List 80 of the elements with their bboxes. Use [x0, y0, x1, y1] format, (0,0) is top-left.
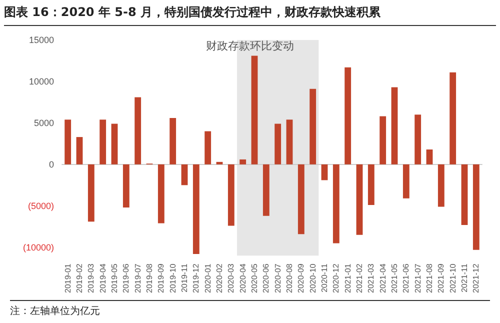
bar [286, 120, 293, 164]
bar [438, 164, 444, 207]
x-tick-label: 2021-03 [366, 263, 376, 293]
x-tick-label: 2020-06 [262, 263, 271, 293]
x-tick-label: 2019-01 [63, 263, 72, 293]
y-tick-label: 0 [48, 159, 54, 170]
bar [111, 124, 118, 164]
x-tick-label: 2021-09 [436, 263, 446, 293]
bar [192, 164, 200, 254]
x-tick-label: 2019-08 [145, 263, 154, 293]
bar [170, 118, 176, 164]
bar [64, 120, 72, 164]
x-tick-label: 2021-01 [343, 263, 352, 293]
y-tick-label: (5000) [28, 200, 54, 211]
x-tick-label: 2021-08 [425, 263, 434, 293]
bar [228, 164, 234, 226]
x-tick-label: 2020-03 [226, 263, 236, 293]
bar [298, 164, 304, 234]
y-tick-label: (10000) [22, 242, 54, 252]
bar [321, 164, 328, 180]
bar [76, 137, 83, 164]
y-tick-label: 15000 [28, 35, 54, 45]
bar [134, 97, 142, 164]
x-tick-label: 2019-09 [156, 263, 166, 293]
x-tick-label: 2020-07 [273, 263, 282, 293]
x-tick-label: 2020-09 [296, 263, 306, 293]
x-tick-label: 2019-06 [122, 263, 131, 293]
x-tick-label: 2020-04 [238, 263, 248, 293]
bar [310, 88, 316, 164]
bar [262, 164, 270, 216]
bar [472, 164, 480, 250]
y-tick-label: 5000 [34, 118, 54, 128]
bar [274, 124, 282, 164]
bar [88, 164, 94, 222]
bar [216, 162, 223, 164]
bar [100, 120, 106, 164]
x-tick-label: 2021-04 [378, 263, 388, 293]
x-tick-label: 2021-10 [448, 263, 458, 293]
x-tick-label: 2019-02 [75, 263, 84, 293]
x-tick-label: 2021-11 [460, 263, 469, 292]
x-tick-label: 2019-12 [192, 263, 201, 293]
bar [158, 164, 164, 224]
x-tick-label: 2020-10 [308, 263, 318, 293]
x-tick-label: 2019-11 [180, 263, 189, 292]
x-tick-label: 2019-03 [86, 263, 96, 293]
x-tick-label: 2019-04 [98, 263, 108, 293]
x-tick-label: 2021-05 [390, 263, 399, 293]
x-tick-label: 2020-11 [320, 263, 329, 292]
bar [450, 72, 456, 164]
bar [461, 164, 468, 225]
bar [251, 56, 258, 164]
bar [181, 164, 188, 186]
bar [368, 164, 374, 206]
x-tick-label: 2021-07 [413, 263, 422, 293]
bar [414, 114, 422, 164]
chart-subtitle: 财政存款环比变动 [206, 40, 294, 52]
bar [204, 131, 212, 164]
chart-title: 图表 16：2020 年 5-8 月，特别国债发行过程中，财政存款快速积累 [4, 4, 496, 26]
bar [332, 164, 340, 244]
bar [380, 116, 386, 164]
x-tick-label: 2021-02 [355, 263, 364, 293]
bar [426, 149, 433, 164]
bar [344, 67, 352, 164]
x-tick-label: 2019-05 [110, 263, 119, 293]
x-tick-label: 2020-08 [285, 263, 294, 293]
text: 注：左轴单位为亿元 [10, 300, 490, 318]
x-tick-label: 2020-02 [215, 263, 224, 293]
x-tick-label: 2021-06 [402, 263, 411, 293]
x-tick-label: 2020-12 [332, 263, 341, 293]
bar [122, 164, 130, 208]
x-tick-label: 2020-05 [250, 263, 259, 293]
x-tick-label: 2019-10 [168, 263, 178, 293]
bar [402, 164, 410, 198]
x-tick-label: 2020-01 [203, 263, 212, 293]
x-tick-label: 2019-07 [133, 263, 142, 293]
bar [356, 164, 363, 235]
x-tick-label: 2021-12 [472, 263, 481, 293]
bar [240, 159, 246, 164]
bar [391, 87, 398, 164]
y-tick-label: 10000 [28, 76, 54, 86]
